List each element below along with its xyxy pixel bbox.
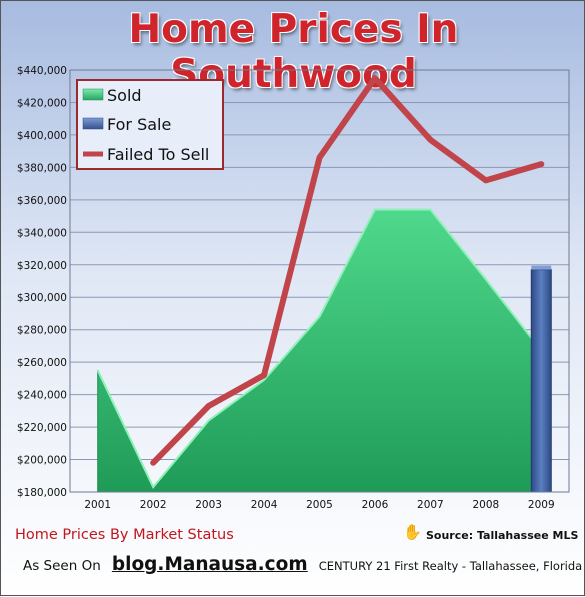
y-tick-label: $220,000 [17,422,67,434]
plot-area-border [69,69,570,493]
failed-to-sell-line [150,75,545,466]
x-tick-label: 2002 [140,499,167,511]
y-tick-label: $420,000 [17,97,67,109]
for-sale-bar-series [530,265,552,493]
y-tick-label: $320,000 [17,260,67,272]
seen-on-text: As Seen On [23,558,101,574]
legend-failed-label: Failed To Sell [107,145,209,164]
legend-for-sale-label: For Sale [107,115,171,134]
legend: Sold For Sale Failed To Sell [76,79,224,170]
failed-to-sell-line-series [150,75,545,466]
y-tick-label: $440,000 [17,65,67,77]
footer-subtitle: Home Prices By Market Status [15,527,234,543]
y-axis-ticks: $180,000 $200,000 $220,000 $240,000 $260,000… [17,65,67,499]
source-note: Source: Tallahassee MLS [426,529,579,542]
legend-sold-label: Sold [107,86,142,105]
y-tick-label: $340,000 [17,227,67,239]
realty-text: CENTURY 21 First Realty - Tallahassee, F… [318,559,583,573]
blog-link[interactable]: blog.Manausa.com [111,554,308,575]
y-tick-label: $280,000 [17,325,67,337]
for-sale-bar-top [531,265,552,270]
x-tick-label: 2004 [251,499,278,511]
x-tick-label: 2005 [306,499,333,511]
y-tick-label: $200,000 [17,455,67,467]
y-tick-label: $400,000 [17,130,67,142]
x-tick-label: 2006 [362,499,389,511]
legend-sold-swatch [82,88,104,101]
x-tick-label: 2007 [417,499,444,511]
x-tick-label: 2001 [84,499,111,511]
x-tick-label: 2008 [472,499,499,511]
x-axis-ticks: 2001 2002 2003 2004 2005 2006 2007 2008 2009 [84,499,554,511]
y-tick-label: $300,000 [17,292,67,304]
y-tick-label: $240,000 [17,390,67,402]
sold-area-edge [96,208,543,489]
for-sale-bar [530,269,552,493]
y-tick-label: $180,000 [17,487,67,499]
y-tick-label: $360,000 [17,195,67,207]
x-tick-label: 2003 [195,499,222,511]
legend-for-sale-swatch [82,117,104,130]
sold-area-series [96,208,543,493]
hand-icon: ✋ [403,523,422,541]
y-tick-label: $380,000 [17,162,67,174]
y-tick-label: $260,000 [17,357,67,369]
footer-credit: As Seen On blog.Manausa.com CENTURY 21 F… [23,554,582,575]
x-tick-label: 2009 [528,499,555,511]
chart-title: Home Prices In Southwood [128,7,459,97]
